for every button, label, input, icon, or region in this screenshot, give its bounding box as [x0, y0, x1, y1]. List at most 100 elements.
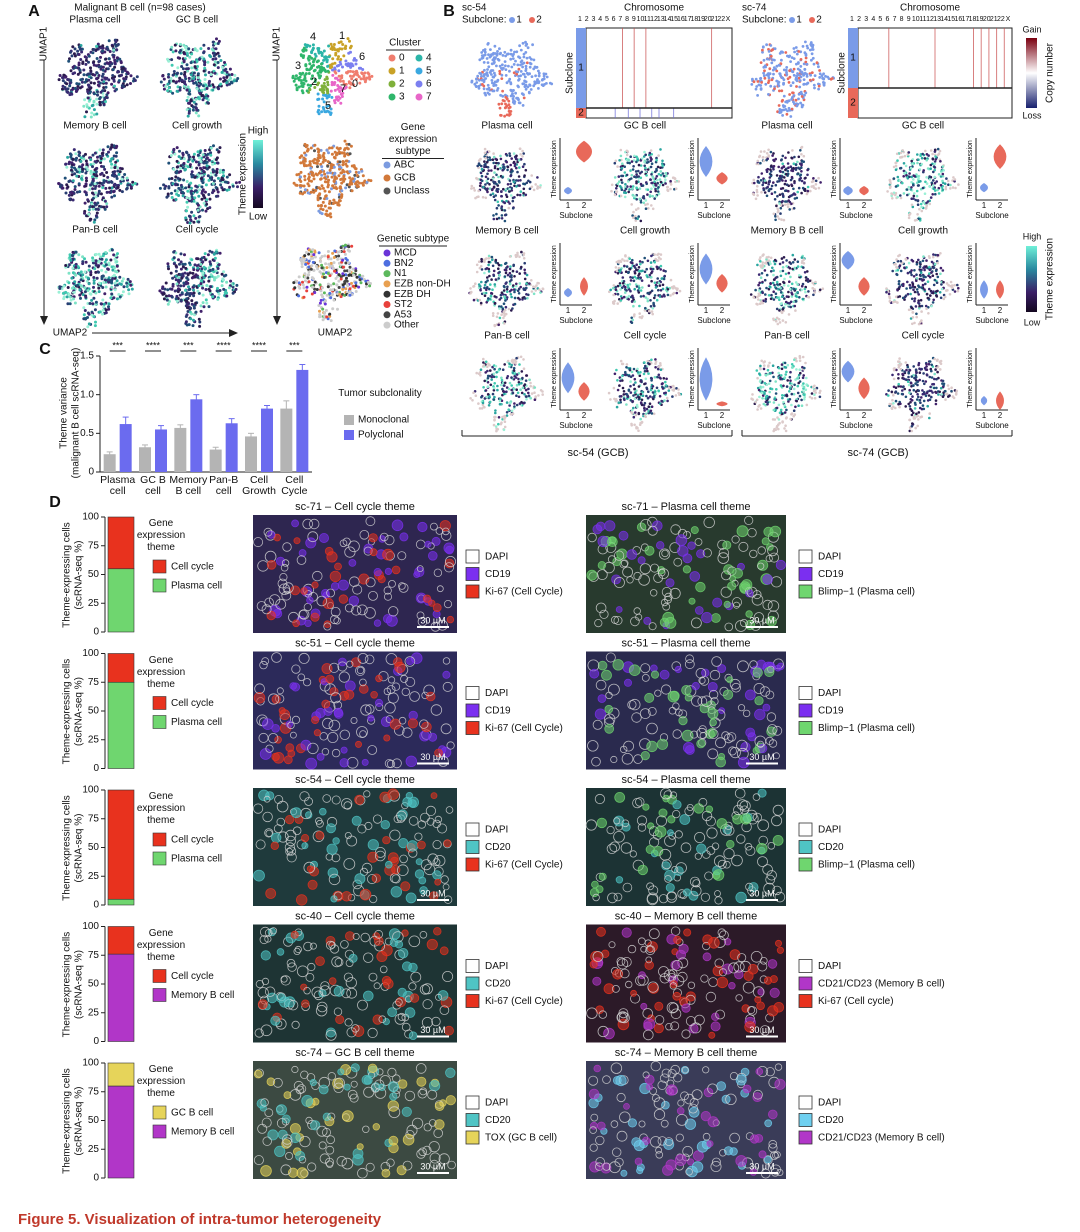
- umap-point: [206, 174, 210, 178]
- umap-point: [300, 81, 304, 85]
- umap-point: [509, 110, 513, 113]
- umap-point: [624, 370, 627, 374]
- umap-point: [129, 82, 132, 85]
- umap-point: [613, 193, 617, 197]
- umap-point: [338, 60, 342, 64]
- umap-point: [509, 81, 513, 85]
- umap-point: [491, 81, 494, 85]
- umap-point: [508, 290, 512, 293]
- umap-point: [201, 271, 205, 275]
- umap-point: [616, 302, 619, 305]
- umap-point: [77, 182, 81, 186]
- umap-point: [508, 365, 511, 368]
- umap-point: [69, 78, 73, 82]
- umap-point: [317, 204, 320, 208]
- umap-point: [186, 221, 190, 224]
- umap-point: [512, 366, 516, 370]
- umap-point: [174, 49, 178, 53]
- umap-point: [73, 166, 76, 170]
- umap-point: [307, 265, 311, 269]
- umap-point: [326, 69, 330, 73]
- umap-point: [70, 161, 74, 165]
- umap-point: [106, 91, 110, 95]
- umap-point: [643, 150, 646, 154]
- umap-point: [108, 186, 112, 190]
- umap-point: [302, 286, 306, 290]
- umap-point: [362, 76, 366, 80]
- umap-point: [484, 175, 488, 179]
- umap-point: [192, 214, 196, 218]
- umap-point: [67, 59, 71, 63]
- umap-point: [340, 95, 344, 98]
- umap-point: [199, 160, 203, 163]
- cluster-label: 0: [352, 78, 358, 90]
- umap-point: [214, 158, 218, 162]
- umap-point: [127, 288, 131, 292]
- umap-point: [223, 61, 226, 64]
- umap-point: [648, 273, 652, 277]
- umap-point: [483, 379, 487, 383]
- umap-point: [310, 170, 313, 174]
- umap-point: [485, 301, 489, 304]
- umap-point: [487, 404, 491, 407]
- umap-point: [522, 55, 526, 59]
- umap-point: [184, 288, 187, 292]
- umap-point: [500, 77, 504, 80]
- umap-point: [168, 79, 172, 83]
- umap-point: [332, 82, 336, 86]
- umap-point: [192, 152, 196, 156]
- umap-point: [514, 59, 517, 63]
- umap-point: [72, 290, 76, 294]
- umap-point: [175, 72, 179, 76]
- umap-point: [73, 280, 77, 284]
- umap-point: [340, 74, 344, 78]
- umap-point: [227, 188, 231, 191]
- umap-point: [504, 282, 508, 285]
- umap-point: [350, 244, 354, 248]
- umap-point: [62, 284, 66, 288]
- umap-point: [310, 77, 314, 81]
- umap-point: [639, 262, 642, 266]
- umap-point: [656, 190, 660, 193]
- umap-point: [187, 323, 191, 327]
- umap-point: [504, 213, 508, 216]
- umap-point: [644, 166, 647, 170]
- umap-point: [528, 65, 532, 69]
- umap-point: [341, 43, 345, 46]
- umap-point: [664, 178, 667, 182]
- umap-point: [654, 392, 657, 396]
- umap-point: [121, 290, 125, 294]
- umap-point: [621, 374, 624, 378]
- umap-point: [303, 279, 307, 283]
- umap-point: [648, 402, 652, 406]
- umap-point: [185, 63, 189, 67]
- umap-point: [487, 263, 490, 267]
- umap-point: [205, 167, 209, 171]
- umap-point: [193, 48, 197, 52]
- umap-point: [354, 290, 358, 293]
- umap-point: [189, 73, 193, 77]
- umap-point: [343, 280, 347, 284]
- umap-point: [488, 400, 492, 404]
- umap-point: [103, 199, 107, 203]
- umap-point: [310, 66, 313, 70]
- chromosome-label: 1: [578, 16, 582, 23]
- umap-point: [189, 61, 193, 65]
- umap-point: [639, 295, 643, 298]
- umap-point: [212, 144, 215, 148]
- umap-point: [203, 63, 207, 67]
- umap-point: [624, 254, 627, 258]
- umap-point: [502, 302, 506, 306]
- umap-point: [87, 268, 91, 272]
- umap-point: [58, 74, 62, 77]
- umap-point: [625, 265, 629, 268]
- umap-point: [508, 275, 512, 278]
- umap-point: [202, 69, 206, 73]
- umap-point: [639, 417, 642, 421]
- umap-point: [107, 39, 111, 43]
- umap-point: [331, 202, 335, 205]
- umap-point: [666, 189, 670, 193]
- umap-point: [472, 285, 475, 288]
- umap-point: [65, 165, 69, 169]
- umap-point: [85, 56, 88, 60]
